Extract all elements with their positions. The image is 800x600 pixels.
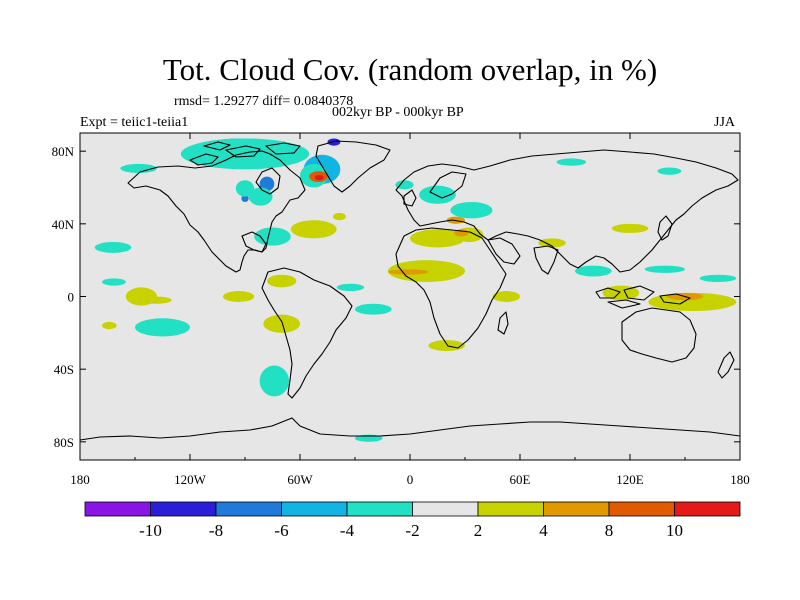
x-tick-label: 60E [510,472,531,487]
coast-scandinavia [429,171,467,199]
contour-region--2 [248,187,273,206]
coast-arabia [487,237,521,265]
experiment-label: Expt = teiic1-teiia1 [80,115,189,130]
x-tick-label: 60W [287,472,313,487]
colorbar-box [84,501,151,517]
y-tick-label: 40S [54,362,74,377]
contour-region-2 [102,321,117,330]
contour-region-10 [314,174,324,181]
contour-region--2 [556,158,586,166]
coast-australia [621,307,697,363]
colorbar-box [543,501,610,517]
coast-madagascar [497,311,509,335]
contour-region-2 [290,220,337,239]
coast-greenland [315,140,391,193]
x-tick-label: 0 [407,472,414,487]
contour-region--2 [254,227,291,246]
contour-region-2 [538,238,566,248]
contour-region-4 [388,269,429,275]
contour-region-2 [492,291,520,302]
contour-region-2 [410,229,465,248]
contour-region--2 [644,265,685,273]
x-tick-label: 120W [174,472,207,487]
contour-region--2 [102,278,126,286]
x-tick-label: 180 [730,472,750,487]
contour-region-2 [138,296,172,304]
colorbar-label: -2 [405,521,419,540]
coastlines [80,140,740,441]
coast-arctic-islands [189,141,301,166]
coast-british-isles [403,189,417,207]
contour-region--2 [120,163,157,173]
colorbar-box [281,501,348,517]
contour-region-2 [263,314,300,333]
contour-region--2 [355,303,392,315]
coast-gulf-mexico [241,231,267,253]
contour-region-2 [333,212,346,221]
coast-africa [395,227,507,349]
colorbar-box [674,501,741,517]
latitude-ticks: 80N 40N 0 40S 80S [52,144,740,450]
coast-north-america [127,150,306,273]
contour-region--2 [395,180,414,190]
y-tick-label: 80S [54,435,74,450]
colorbar-label: -8 [209,521,223,540]
contour-region-2 [223,291,255,302]
colorbar-box [346,501,413,517]
y-tick-label: 40N [52,217,75,232]
contour-region-2 [428,340,465,351]
colorbar-box [150,501,217,517]
y-tick-label: 80N [52,144,75,159]
contour-region--2 [419,185,456,204]
coast-maritime-continent [595,285,691,309]
period-label: 002kyr BP - 000kyr BP [332,105,464,120]
colorbar-label: 2 [474,521,483,540]
contour-region--2 [575,265,612,277]
colorbar-label: -10 [139,521,162,540]
stats-text: rmsd= 1.29277 diff= 0.0840378 [174,94,354,109]
coast-new-zealand [717,351,735,379]
contour-region--6 [241,194,249,203]
colorbar-label: 8 [605,521,614,540]
y-tick-label: 0 [68,290,75,305]
contour-region--2 [259,365,290,397]
colorbar-box [412,501,479,517]
coast-eurasia [395,149,739,273]
coast-japan [657,215,673,241]
contour-region--6 [259,176,275,192]
coast-antarctica [80,417,740,441]
colorbar: -10 -8 -6 -4 -2 2 4 8 10 [84,501,741,540]
contour-region--2 [94,242,132,253]
longitude-ticks: 180 120W 60W 0 60E 120E 180 [70,133,750,487]
contour-regions [94,138,737,442]
colorbar-box [477,501,544,517]
colorbar-label: -6 [274,521,288,540]
coast-hudson-bay [255,167,281,195]
contour-region--2 [699,274,737,282]
coast-south-america [261,267,353,399]
season-label: JJA [714,115,736,130]
x-tick-label: 180 [70,472,90,487]
colorbar-label: 4 [539,521,548,540]
contour-region--2 [336,283,365,292]
coast-india [533,245,559,275]
contour-region--2 [450,202,493,219]
colorbar-label: -4 [340,521,355,540]
contour-region--2 [657,167,682,175]
chart-title: Tot. Cloud Cov. (random overlap, in %) [162,52,658,87]
contour-region--2 [135,318,190,337]
contour-region-2 [267,274,297,288]
colorbar-label: 10 [666,521,683,540]
contour-region-2 [611,223,649,233]
colorbar-box [215,501,282,517]
x-tick-label: 120E [616,472,644,487]
contour-region--2 [235,180,255,197]
colorbar-box [608,501,675,517]
